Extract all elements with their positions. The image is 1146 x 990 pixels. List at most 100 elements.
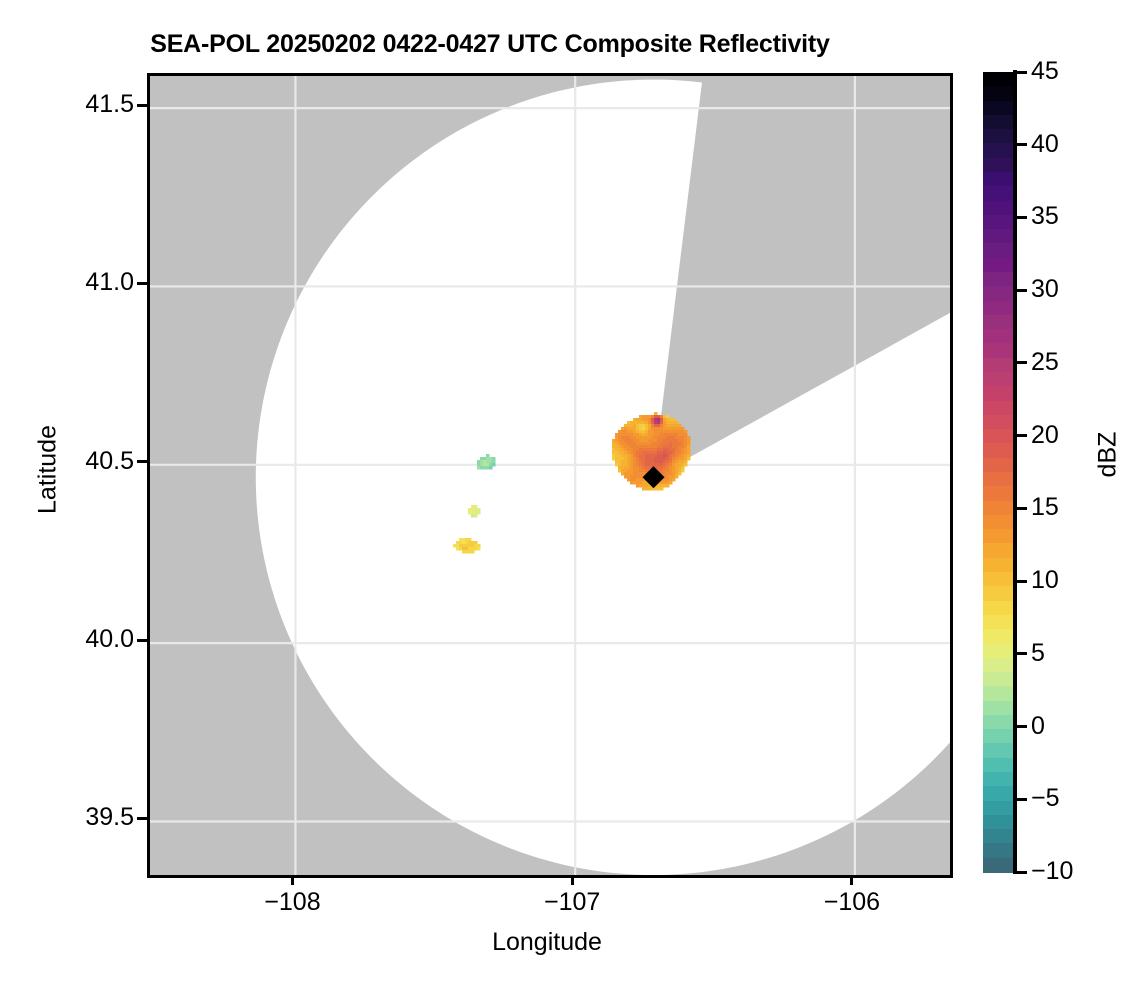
colorbar-band	[983, 286, 1013, 302]
colorbar-band	[983, 143, 1013, 159]
colorbar-band	[983, 272, 1013, 287]
colorbar-band	[983, 529, 1013, 545]
colorbar-tick-label: 20	[1031, 420, 1059, 449]
colorbar-tick-label: 45	[1031, 57, 1059, 85]
colorbar-band	[983, 672, 1013, 687]
radar-coverage-area	[255, 79, 950, 875]
colorbar-band	[983, 843, 1013, 859]
colorbar-band	[983, 829, 1013, 845]
y-tick-label: 39.5	[85, 803, 134, 832]
colorbar-band	[983, 414, 1013, 430]
colorbar-band	[983, 557, 1013, 573]
colorbar-band	[983, 729, 1013, 745]
y-tick-mark	[137, 816, 147, 820]
colorbar-tick-label: 35	[1031, 202, 1059, 231]
colorbar-band	[983, 129, 1013, 145]
colorbar-tick-mark	[1017, 143, 1027, 147]
y-tick-label: 41.5	[85, 90, 134, 119]
colorbar-band	[983, 786, 1013, 802]
colorbar-band	[983, 72, 1013, 87]
colorbar-band	[983, 500, 1013, 516]
gridlines	[150, 76, 950, 875]
colorbar-band	[983, 357, 1013, 373]
x-tick-mark	[290, 875, 294, 885]
colorbar-band	[983, 400, 1013, 416]
colorbar-band	[983, 757, 1013, 773]
y-tick-label: 40.0	[85, 625, 134, 654]
colorbar-band	[983, 457, 1013, 473]
colorbar-tick-mark	[1017, 725, 1027, 729]
colorbar-tick-label: 40	[1031, 129, 1059, 158]
colorbar-band	[983, 629, 1013, 645]
colorbar-tick-label: −5	[1031, 784, 1060, 813]
colorbar-tick-label: 25	[1031, 347, 1059, 376]
colorbar-tick-mark	[1017, 288, 1027, 292]
colorbar-band	[983, 814, 1013, 830]
x-tick-label: −107	[544, 888, 601, 916]
plot-inner	[150, 76, 950, 875]
colorbar-band	[983, 86, 1013, 102]
y-axis-title: Latitude	[33, 425, 62, 514]
colorbar-title: dBZ	[1093, 431, 1122, 478]
y-tick-mark	[137, 460, 147, 464]
colorbar-band	[983, 114, 1013, 130]
colorbar-band	[983, 472, 1013, 487]
colorbar-tick-mark	[1017, 652, 1027, 656]
y-tick-label: 40.5	[85, 446, 134, 475]
colorbar-band	[983, 429, 1013, 445]
colorbar-tick-label: 10	[1031, 566, 1059, 595]
colorbar-tick-label: 5	[1031, 638, 1045, 667]
colorbar-tick-mark	[1017, 361, 1027, 365]
colorbar-band	[983, 257, 1013, 273]
reflectivity-echoes	[453, 412, 691, 554]
colorbar-tick-mark	[1017, 870, 1027, 874]
colorbar-band	[983, 743, 1013, 759]
colorbar	[983, 72, 1013, 873]
x-tick-label: −108	[264, 888, 321, 916]
colorbar-band	[983, 343, 1013, 359]
colorbar-band	[983, 486, 1013, 502]
x-tick-label: −106	[823, 888, 881, 916]
y-tick-mark	[137, 103, 147, 107]
x-tick-mark	[850, 875, 854, 885]
y-tick-mark	[137, 281, 147, 285]
colorbar-tick-mark	[1017, 215, 1027, 219]
colorbar-band	[983, 100, 1013, 116]
colorbar-tick-label: 0	[1031, 711, 1045, 740]
colorbar-band	[983, 800, 1013, 816]
colorbar-band	[983, 543, 1013, 559]
y-tick-mark	[137, 638, 147, 642]
colorbar-tick-label: 30	[1031, 275, 1059, 304]
colorbar-tick-mark	[1017, 70, 1027, 74]
colorbar-tick-mark	[1017, 434, 1027, 438]
colorbar-band	[983, 657, 1013, 673]
y-tick-label: 41.0	[85, 268, 134, 297]
colorbar-band	[983, 443, 1013, 459]
colorbar-band	[983, 172, 1013, 187]
colorbar-band	[983, 686, 1013, 702]
colorbar-band	[983, 300, 1013, 316]
x-tick-mark	[570, 875, 574, 885]
colorbar-tick-mark	[1017, 506, 1027, 510]
figure-title: SEA-POL 20250202 0422-0427 UTC Composite…	[150, 30, 830, 58]
colorbar-band	[983, 614, 1013, 630]
colorbar-tick-mark	[1017, 797, 1027, 801]
colorbar-band	[983, 643, 1013, 659]
x-axis-title: Longitude	[492, 928, 602, 956]
colorbar-band	[983, 214, 1013, 230]
colorbar-band	[983, 572, 1013, 587]
colorbar-band	[983, 700, 1013, 716]
colorbar-band	[983, 314, 1013, 330]
colorbar-band	[983, 386, 1013, 402]
colorbar-band	[983, 600, 1013, 616]
radar-reflectivity-canvas	[150, 76, 950, 875]
colorbar-band	[983, 772, 1013, 787]
colorbar-tick-label: 15	[1031, 493, 1059, 522]
colorbar-band	[983, 857, 1013, 873]
colorbar-band	[983, 714, 1013, 730]
colorbar-band	[983, 200, 1013, 216]
colorbar-band	[983, 586, 1013, 602]
colorbar-band	[983, 514, 1013, 530]
colorbar-axis-line	[1013, 70, 1017, 874]
